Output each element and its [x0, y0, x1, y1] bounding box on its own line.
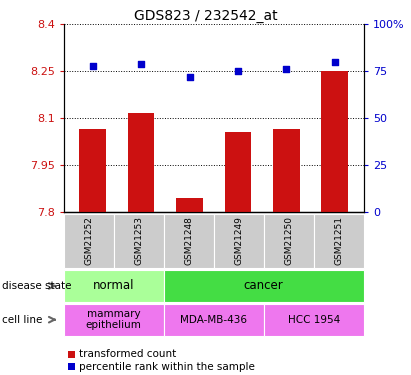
Point — [90, 63, 96, 69]
Point — [235, 68, 241, 74]
Text: disease state: disease state — [2, 281, 72, 291]
Text: MDA-MB-436: MDA-MB-436 — [180, 315, 247, 325]
Bar — [79, 129, 106, 212]
Point — [331, 59, 338, 65]
Point — [186, 74, 193, 80]
Text: percentile rank within the sample: percentile rank within the sample — [79, 362, 255, 372]
Text: GSM21252: GSM21252 — [84, 216, 93, 266]
Text: GSM21249: GSM21249 — [234, 216, 243, 266]
Point — [138, 61, 144, 67]
Text: GSM21253: GSM21253 — [134, 216, 143, 266]
Text: GSM21251: GSM21251 — [334, 216, 343, 266]
Bar — [176, 198, 203, 212]
Text: cancer: cancer — [244, 279, 284, 292]
Text: cell line: cell line — [2, 315, 42, 325]
Bar — [128, 113, 155, 212]
Bar — [224, 132, 251, 212]
Point — [283, 66, 290, 72]
Text: HCC 1954: HCC 1954 — [288, 315, 340, 325]
Text: GDS823 / 232542_at: GDS823 / 232542_at — [134, 9, 277, 23]
Text: mammary
epithelium: mammary epithelium — [86, 309, 142, 330]
Bar — [273, 129, 300, 212]
Bar — [321, 71, 348, 212]
Text: GSM21248: GSM21248 — [184, 216, 193, 266]
Text: GSM21250: GSM21250 — [284, 216, 293, 266]
Text: transformed count: transformed count — [79, 350, 177, 359]
Text: normal: normal — [93, 279, 134, 292]
